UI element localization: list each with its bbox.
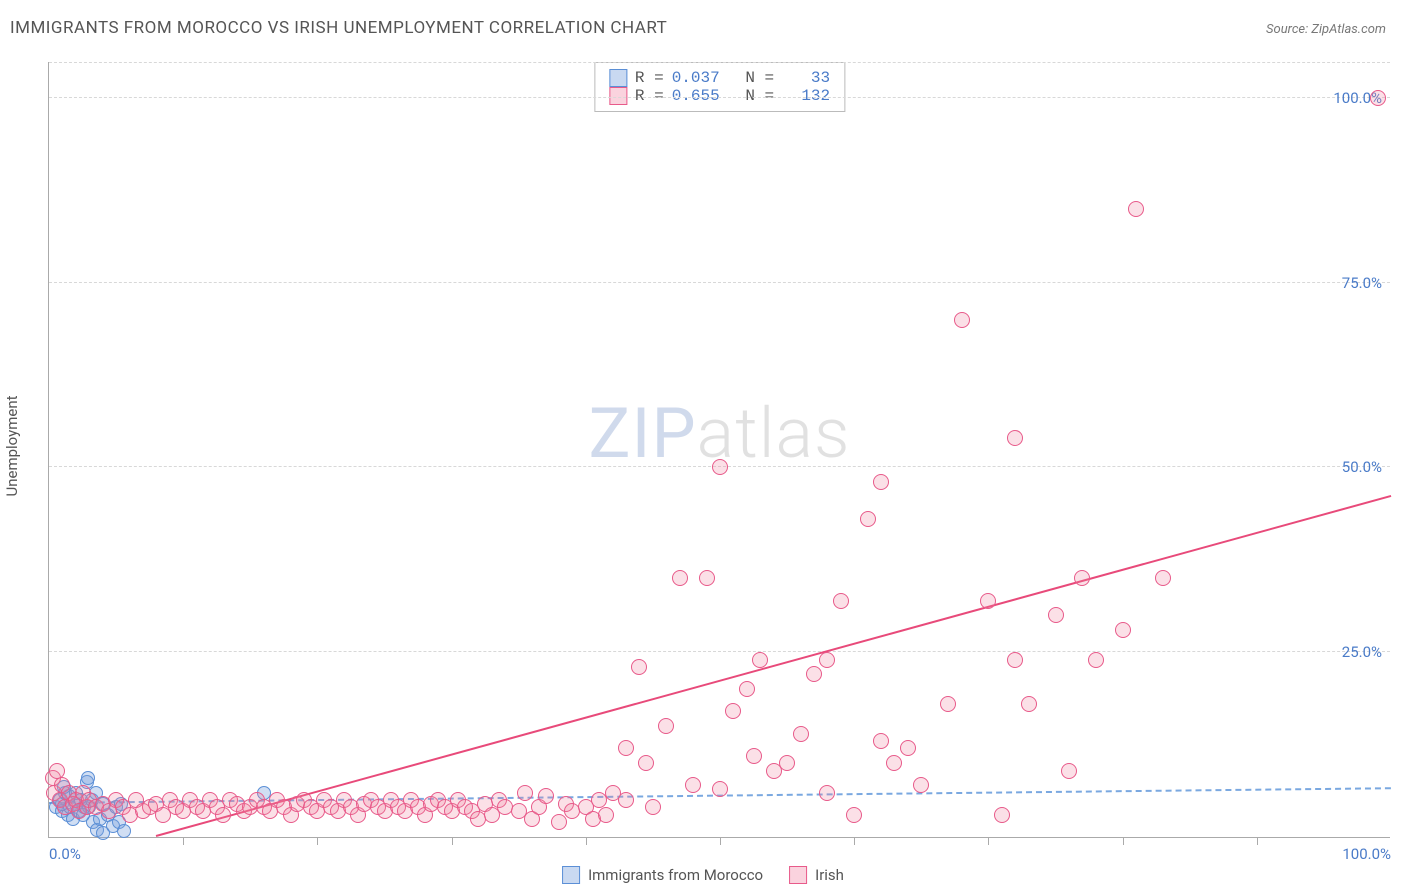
gridline	[49, 282, 1390, 283]
marker-pink	[49, 763, 65, 779]
marker-pink	[618, 792, 634, 808]
marker-pink	[860, 511, 876, 527]
marker-pink	[551, 814, 567, 830]
xtick	[854, 837, 855, 845]
marker-pink	[672, 570, 688, 586]
xtick	[1123, 837, 1124, 845]
marker-blue	[117, 824, 131, 838]
marker-pink	[819, 652, 835, 668]
xtick	[452, 837, 453, 845]
marker-pink	[1370, 90, 1386, 106]
stats-row-blue: R = 0.037 N = 33	[609, 69, 830, 87]
legend-label-blue: Immigrants from Morocco	[588, 866, 763, 884]
marker-pink	[725, 703, 741, 719]
marker-pink	[779, 755, 795, 771]
marker-pink	[1088, 652, 1104, 668]
marker-pink	[980, 593, 996, 609]
trendline-pink	[156, 495, 1391, 837]
stats-legend: R = 0.037 N = 33 R = 0.655 N = 132	[594, 62, 845, 112]
marker-pink	[1155, 570, 1171, 586]
n-label: N =	[745, 69, 774, 87]
legend-label-pink: Irish	[815, 866, 844, 884]
ytick-label: 25.0%	[1342, 643, 1382, 661]
marker-pink	[994, 807, 1010, 823]
marker-pink	[699, 570, 715, 586]
swatch-blue-icon	[562, 866, 580, 884]
ytick-label: 75.0%	[1342, 274, 1382, 292]
source-attribution: Source: ZipAtlas.com	[1266, 22, 1386, 37]
chart-title: IMMIGRANTS FROM MOROCCO VS IRISH UNEMPLO…	[10, 18, 667, 38]
marker-pink	[685, 777, 701, 793]
y-axis-label: Unemployment	[3, 395, 21, 496]
marker-pink	[900, 740, 916, 756]
marker-pink	[1048, 607, 1064, 623]
marker-pink	[645, 799, 661, 815]
xtick	[317, 837, 318, 845]
marker-pink	[806, 666, 822, 682]
watermark-zip: ZIP	[589, 393, 697, 475]
marker-pink	[746, 748, 762, 764]
swatch-pink-icon	[789, 866, 807, 884]
marker-pink	[1115, 622, 1131, 638]
marker-pink	[517, 785, 533, 801]
marker-pink	[1061, 763, 1077, 779]
marker-blue	[81, 771, 95, 785]
marker-pink	[940, 696, 956, 712]
gridline	[49, 97, 1390, 98]
marker-pink	[793, 726, 809, 742]
xtick-label: 0.0%	[49, 845, 81, 863]
plot-area: ZIPatlas R = 0.037 N = 33 R = 0.655 N = …	[48, 62, 1390, 838]
marker-pink	[712, 781, 728, 797]
marker-pink	[631, 659, 647, 675]
marker-pink	[598, 807, 614, 823]
n-value-blue: 33	[782, 69, 830, 87]
xtick	[586, 837, 587, 845]
legend-item-pink: Irish	[789, 866, 844, 884]
marker-pink	[873, 474, 889, 490]
xtick	[183, 837, 184, 845]
marker-pink	[752, 652, 768, 668]
gridline	[49, 62, 1390, 63]
xtick-label: 100.0%	[1342, 845, 1391, 863]
marker-pink	[215, 807, 231, 823]
r-label: R =	[635, 69, 664, 87]
bottom-legend: Immigrants from Morocco Irish	[562, 866, 844, 884]
r-value-blue: 0.037	[672, 69, 720, 87]
marker-pink	[913, 777, 929, 793]
ytick-label: 50.0%	[1342, 458, 1382, 476]
marker-pink	[658, 718, 674, 734]
legend-item-blue: Immigrants from Morocco	[562, 866, 763, 884]
marker-pink	[1007, 430, 1023, 446]
marker-pink	[618, 740, 634, 756]
swatch-blue-icon	[609, 69, 627, 87]
marker-pink	[819, 785, 835, 801]
marker-pink	[1128, 201, 1144, 217]
marker-pink	[833, 593, 849, 609]
marker-pink	[538, 788, 554, 804]
marker-pink	[954, 312, 970, 328]
marker-pink	[886, 755, 902, 771]
marker-pink	[1007, 652, 1023, 668]
marker-pink	[873, 733, 889, 749]
marker-pink	[638, 755, 654, 771]
xtick	[720, 837, 721, 845]
marker-pink	[1074, 570, 1090, 586]
marker-pink	[712, 459, 728, 475]
xtick	[988, 837, 989, 845]
gridline	[49, 651, 1390, 652]
marker-pink	[1021, 696, 1037, 712]
xtick	[1257, 837, 1258, 845]
marker-pink	[846, 807, 862, 823]
marker-pink	[739, 681, 755, 697]
